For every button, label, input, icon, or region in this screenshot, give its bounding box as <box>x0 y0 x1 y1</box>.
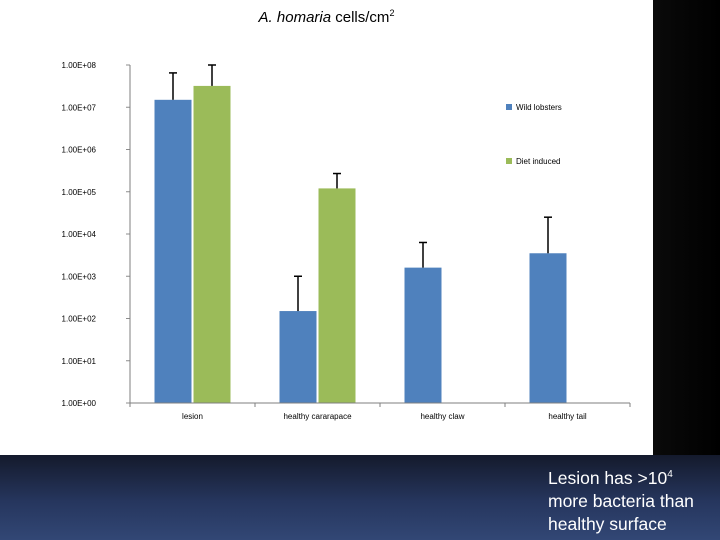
bar-diet <box>318 188 356 403</box>
slide-caption: Lesion has >104 more bacteria than healt… <box>548 463 718 536</box>
y-axis-ticks: 1.00E+08 1.00E+07 1.00E+06 1.00E+05 1.00E+04… <box>62 61 130 408</box>
y-tick-label: 1.00E+07 <box>62 103 97 112</box>
bar-diet <box>193 85 231 403</box>
legend-swatch-diet <box>506 158 512 164</box>
caption-line-2: more bacteria than <box>548 490 694 511</box>
y-tick-label: 1.00E+01 <box>62 357 97 366</box>
bars <box>154 85 567 403</box>
chart-title: A. homaria cells/cm2 <box>0 8 653 26</box>
caption-line-3: healthy surface <box>548 513 667 534</box>
x-tick-label: healthy claw <box>420 412 464 421</box>
legend-label: Diet induced <box>516 157 560 166</box>
y-tick-label: 1.00E+06 <box>62 146 97 155</box>
bar-wild <box>529 253 567 403</box>
legend: Wild lobsters Diet induced <box>506 103 562 166</box>
bar-wild <box>279 311 317 403</box>
bar-wild <box>404 267 442 403</box>
x-axis-labels: lesion healthy cararapace healthy claw heal… <box>182 412 587 421</box>
y-tick-label: 1.00E+08 <box>62 61 97 70</box>
x-tick-label: healthy cararapace <box>283 412 352 421</box>
legend-label: Wild lobsters <box>516 103 562 112</box>
bar-wild <box>154 99 192 403</box>
chart-title-exponent: 2 <box>389 8 395 18</box>
caption-line-1-text: Lesion has >10 <box>548 467 668 488</box>
y-tick-label: 1.00E+04 <box>62 230 97 239</box>
error-bars <box>169 64 552 312</box>
chart-title-species: A. homaria <box>258 9 332 26</box>
caption-exponent: 4 <box>667 469 673 480</box>
y-tick-label: 1.00E+00 <box>62 399 97 408</box>
x-tick-label: healthy tail <box>548 412 586 421</box>
bar-chart: 1.00E+08 1.00E+07 1.00E+06 1.00E+05 1.00E+04… <box>62 61 631 421</box>
caption-line-1: Lesion has >104 <box>548 463 718 490</box>
y-tick-label: 1.00E+05 <box>62 188 97 197</box>
axes <box>129 65 631 407</box>
chart-panel: A. homaria cells/cm2 1.00E+08 1.00E+07 1.0… <box>0 0 653 455</box>
chart-title-units: cells/cm <box>331 9 390 26</box>
slide-background <box>0 455 720 540</box>
y-tick-label: 1.00E+03 <box>62 272 97 281</box>
y-tick-label: 1.00E+02 <box>62 315 97 324</box>
slide-side-band <box>653 0 720 455</box>
legend-swatch-wild <box>506 104 512 110</box>
x-tick-label: lesion <box>182 412 203 421</box>
